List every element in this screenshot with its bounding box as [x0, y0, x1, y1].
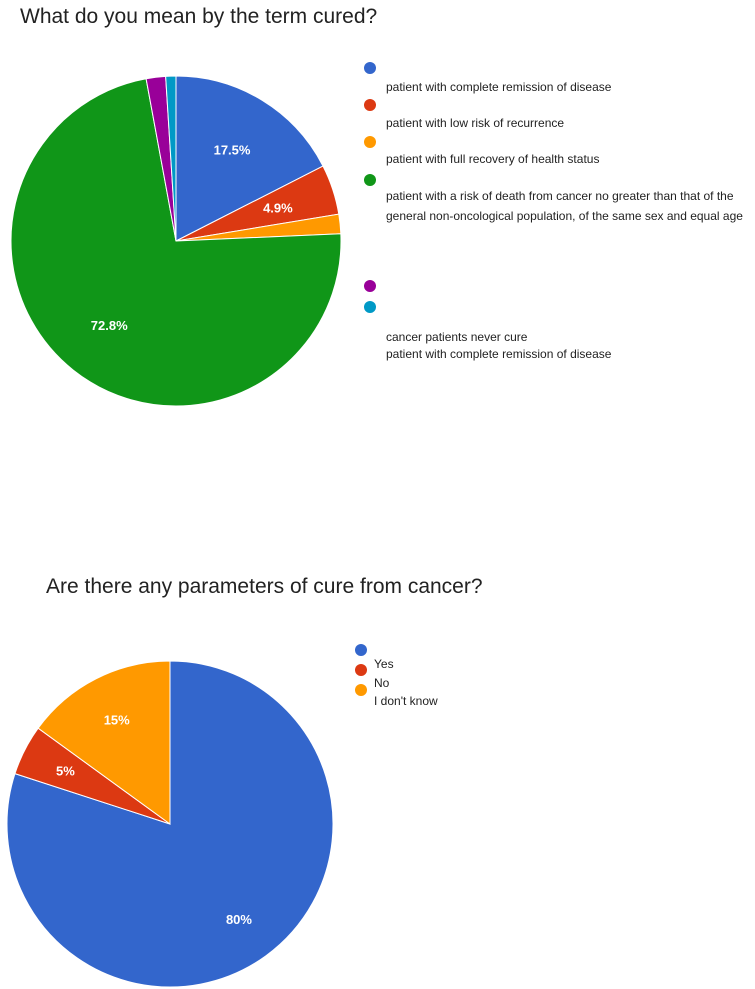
chart1-slice-3 [10, 78, 342, 407]
chart2-data-label-2: 15% [104, 712, 130, 727]
legend-dot-6 [364, 301, 376, 313]
chart-2-title: Are there any parameters of cure from ca… [46, 575, 483, 598]
legend-extra-1: cancer patients never cure [386, 330, 528, 344]
chart1-slice-5 [165, 75, 177, 242]
legend2-dot-3 [355, 684, 367, 696]
chart1-data-label-1: 4.9% [263, 201, 293, 216]
legend-label-2: patient with low risk of recurrence [386, 116, 565, 130]
legend2-label-no: No [374, 676, 390, 690]
legend2-dot-1 [355, 644, 367, 656]
legend-label-3: patient with full recovery of health sta… [386, 152, 600, 166]
legend-label-1: patient with complete remission of disea… [386, 80, 612, 94]
chart2-data-label-0: 80% [226, 912, 252, 927]
legend-dot-2 [364, 99, 376, 111]
chart2-data-label-1: 5% [56, 764, 75, 779]
legend-dot-4 [364, 174, 376, 186]
chart2-slice-0 [6, 660, 334, 988]
legend-extra-2: patient with complete remission of disea… [386, 347, 612, 361]
chart2-slice-2 [37, 660, 171, 825]
legend2-label-dontknow: I don't know [374, 694, 438, 708]
legend-dot-3 [364, 136, 376, 148]
legend-label-4: patient with a risk of death from cancer… [386, 189, 743, 223]
legend2-dot-2 [355, 664, 367, 676]
chart1-data-label-3: 72.8% [91, 318, 128, 333]
legend2-label-yes: Yes [374, 657, 394, 671]
chart1-data-label-0: 17.5% [214, 143, 251, 158]
legend-dot-5 [364, 280, 376, 292]
chart-1-title: What do you mean by the term cured? [20, 5, 378, 28]
chart1-slice-0 [175, 75, 324, 242]
legend-dot-1 [364, 62, 376, 74]
